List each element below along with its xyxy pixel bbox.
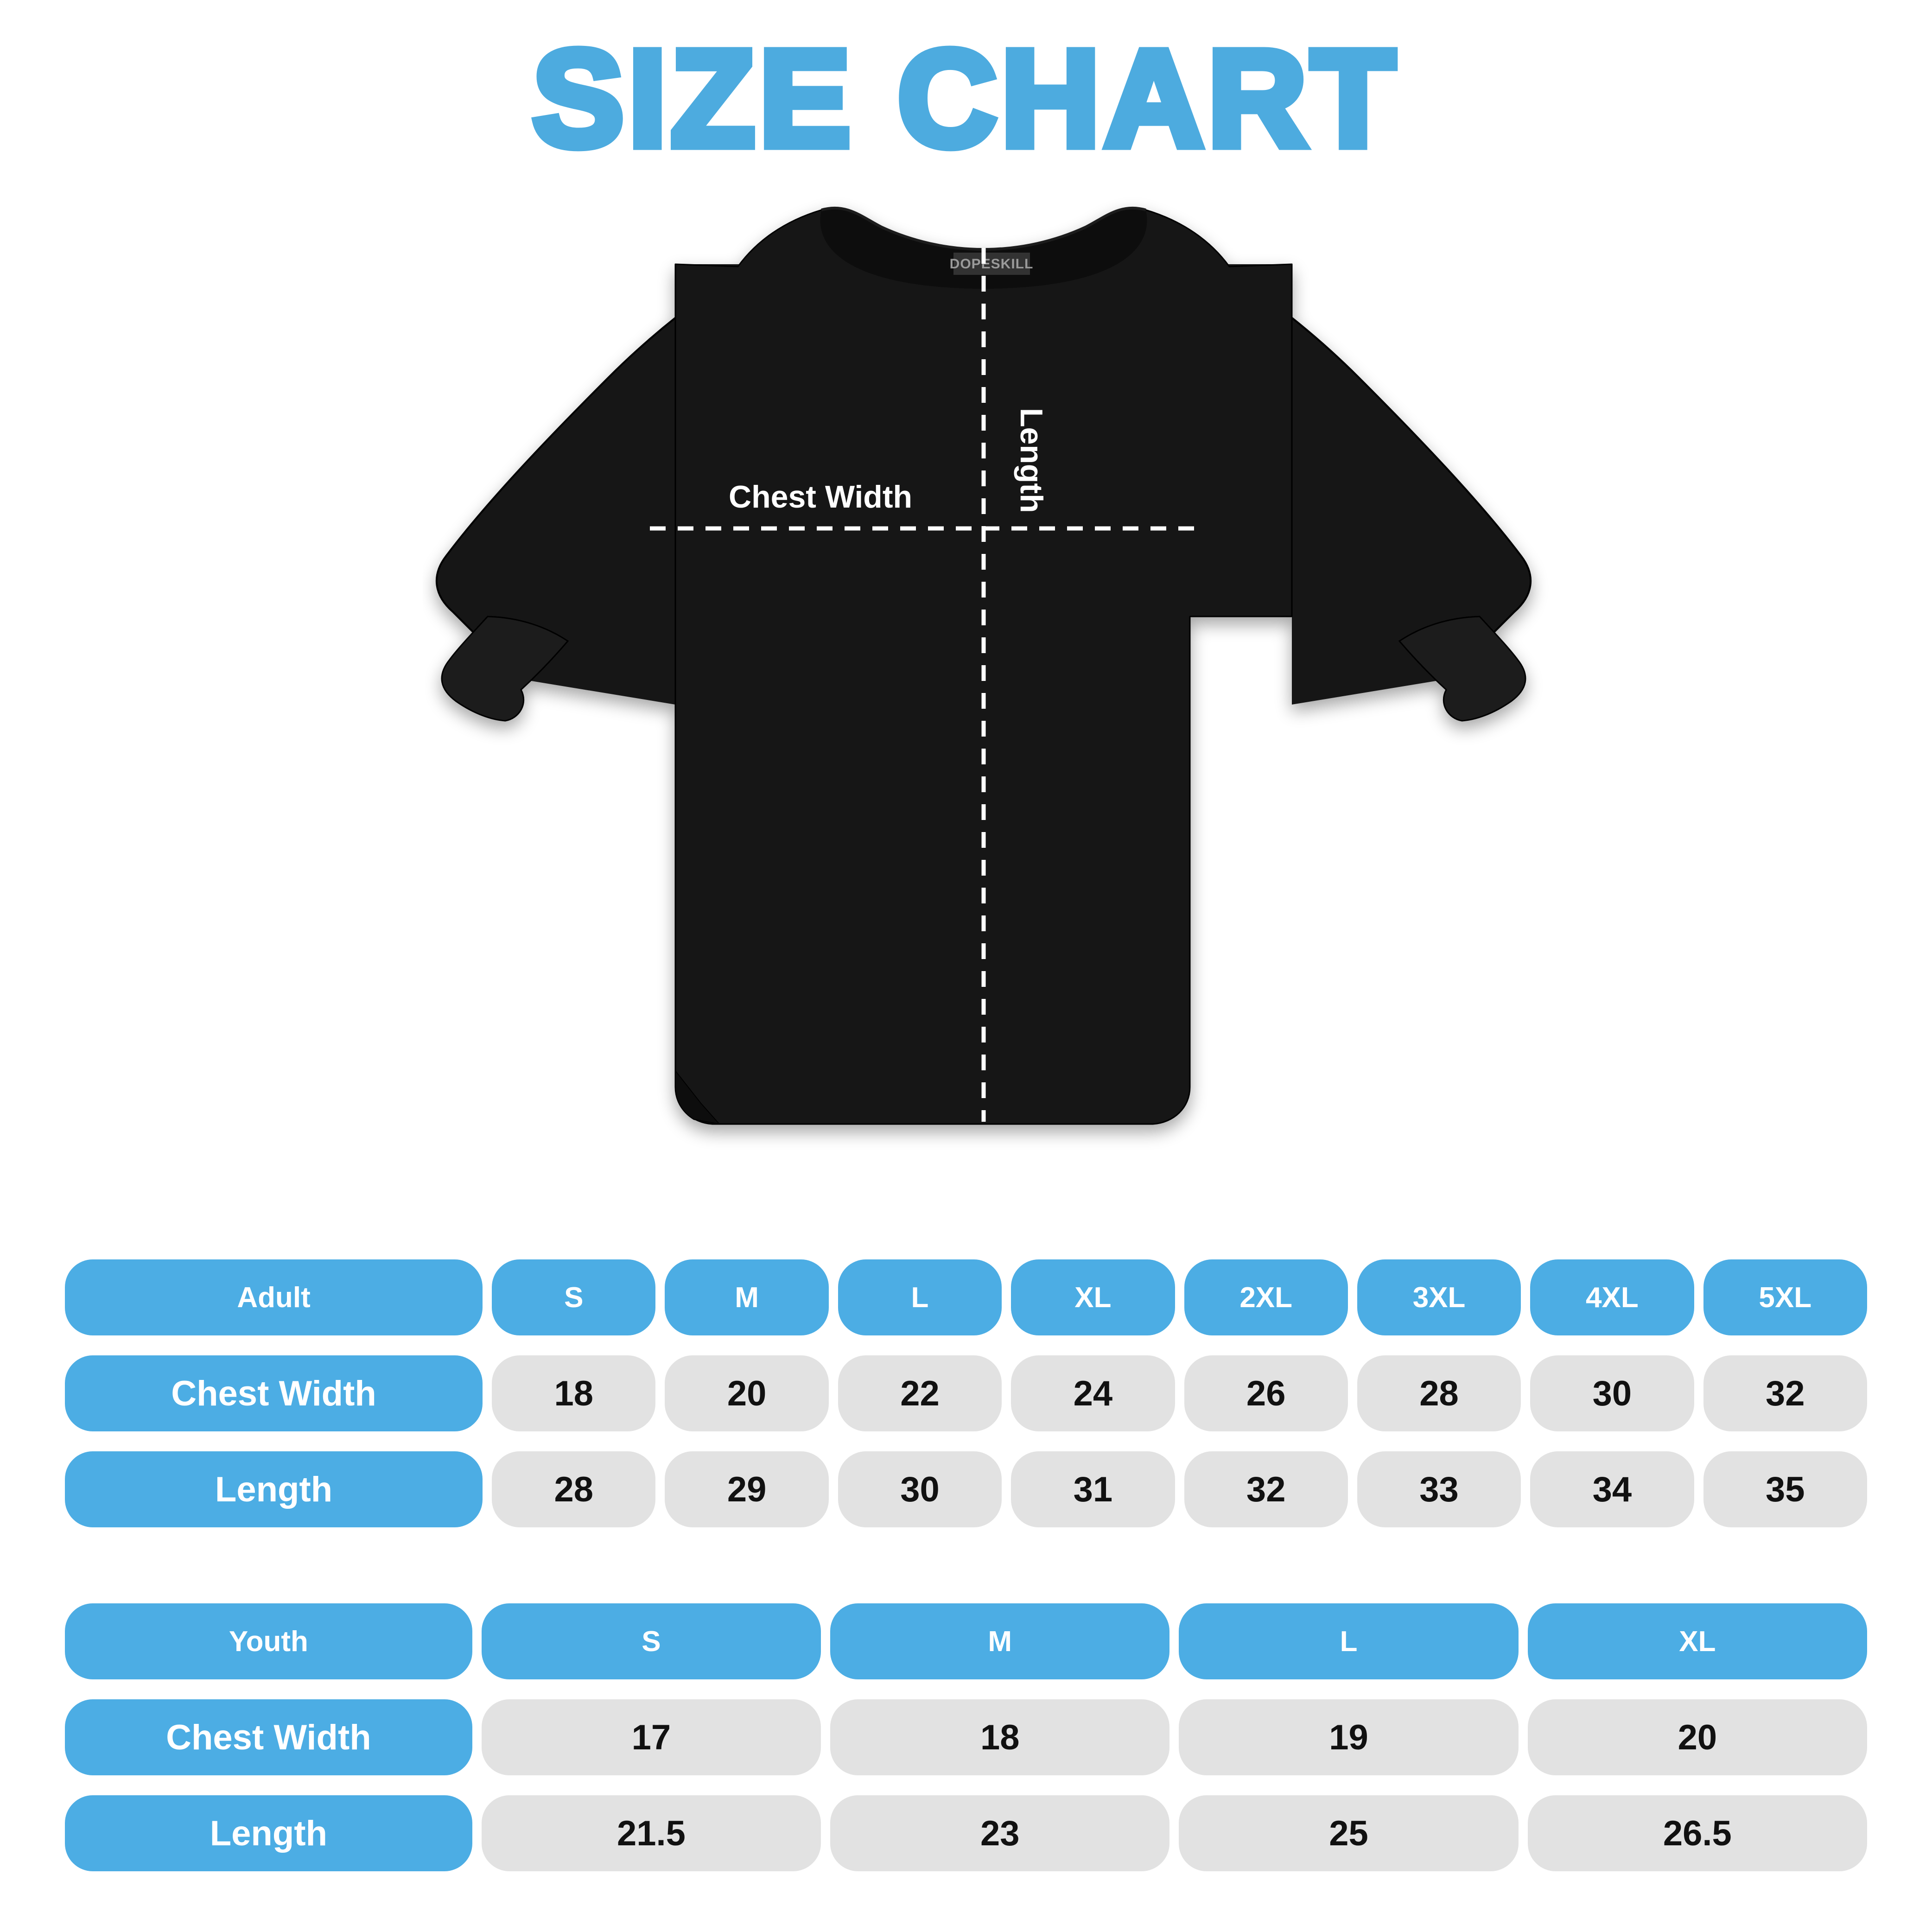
svg-text:Length: Length [1014,408,1049,513]
svg-text:DOPESKILL: DOPESKILL [950,256,1034,272]
svg-text:Chest Width: Chest Width [729,479,912,515]
